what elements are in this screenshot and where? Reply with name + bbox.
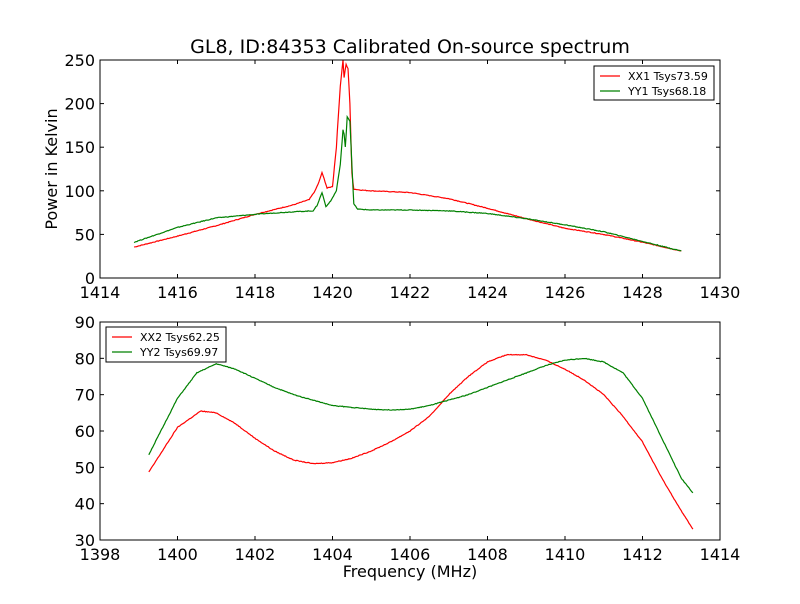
- x-tick-label: 1398: [80, 545, 121, 564]
- series-line-yy2: [148, 357, 694, 494]
- chart-title: GL8, ID:84353 Calibrated On-source spect…: [190, 36, 630, 58]
- x-tick-label: 1416: [157, 283, 198, 302]
- y-axis-label: Power in Kelvin: [42, 108, 61, 229]
- top-plot: 1414 1416 1418 1420 1422 1424 1426 1428 1430 0 50 1…: [64, 51, 740, 302]
- x-tick-label: 1428: [622, 283, 663, 302]
- x-tick-label: 1426: [545, 283, 586, 302]
- legend-box: [105, 326, 227, 363]
- x-tick-label: 1414: [80, 283, 121, 302]
- x-tick-label: 1424: [467, 283, 508, 302]
- legend-label: YY2 Tsys69.97: [139, 346, 218, 359]
- series-line-xx2: [148, 353, 694, 530]
- y-tick-label: 70: [75, 386, 95, 405]
- y-tick-label: 40: [75, 495, 95, 514]
- y-tick-label: 50: [75, 458, 95, 477]
- x-tick-label: 1406: [390, 545, 431, 564]
- y-tick-label: 90: [75, 313, 95, 332]
- x-tick-label: 1430: [700, 283, 741, 302]
- series-line-yy1: [133, 114, 682, 252]
- legend-label: XX2 Tsys62.25: [140, 331, 220, 344]
- x-tick-label: 1418: [235, 283, 276, 302]
- legend-label: XX1 Tsys73.59: [628, 70, 708, 83]
- x-axis-label: Frequency (MHz): [343, 562, 477, 581]
- y-tick-label: 0: [85, 269, 95, 288]
- y-tick-label: 200: [64, 95, 95, 114]
- legend-label: YY1 Tsys68.18: [627, 85, 706, 98]
- y-tick-label: 100: [64, 182, 95, 201]
- x-tick-label: 1412: [622, 545, 663, 564]
- x-tick-label: 1408: [467, 545, 508, 564]
- legend: XX1 Tsys73.59 YY1 Tsys68.18: [593, 65, 715, 101]
- y-tick-label: 30: [75, 531, 95, 550]
- x-tick-label: 1420: [312, 283, 353, 302]
- series-line-xx1: [133, 60, 682, 252]
- x-tick-label: 1404: [312, 545, 353, 564]
- y-tick-label: 80: [75, 349, 95, 368]
- bottom-plot: 1398 1400 1402 1404 1406 1408 1410 1412 1414 30 40…: [75, 313, 741, 564]
- y-tick-label: 60: [75, 422, 95, 441]
- y-tick-label: 250: [64, 51, 95, 70]
- legend-box: [593, 65, 715, 101]
- x-tick-label: 1402: [235, 545, 276, 564]
- y-tick-label: 150: [64, 138, 95, 157]
- x-tick-label: 1422: [390, 283, 431, 302]
- x-tick-label: 1400: [157, 545, 198, 564]
- y-tick-label: 50: [75, 225, 95, 244]
- legend: XX2 Tsys62.25 YY2 Tsys69.97: [105, 326, 227, 363]
- x-tick-label: 1410: [545, 545, 586, 564]
- x-tick-label: 1414: [700, 545, 741, 564]
